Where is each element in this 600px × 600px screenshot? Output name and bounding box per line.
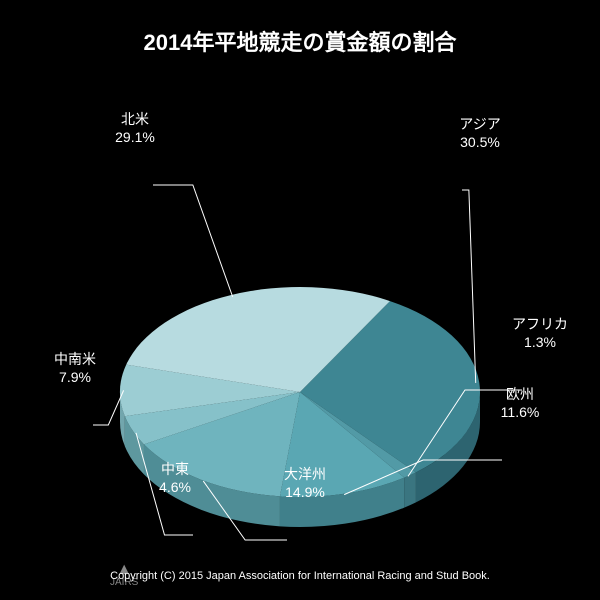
slice-percent: 11.6% [480, 403, 560, 421]
slice-name: アフリカ [500, 315, 580, 333]
slice-label: アフリカ1.3% [500, 315, 580, 351]
slice-name: 北米 [95, 110, 175, 128]
slice-name: 中南米 [35, 350, 115, 368]
leader-line [153, 185, 233, 297]
slice-label: 大洋州14.9% [265, 465, 345, 501]
slice-label: 中東4.6% [135, 460, 215, 496]
chart-title: 2014年平地競走の賞金額の割合 [0, 0, 600, 57]
slice-percent: 1.3% [500, 333, 580, 351]
slice-label: 北米29.1% [95, 110, 175, 146]
slice-percent: 29.1% [95, 128, 175, 146]
slice-name: 欧州 [480, 385, 560, 403]
pie-side [404, 472, 416, 507]
slice-percent: 30.5% [440, 133, 520, 151]
slice-percent: 14.9% [265, 483, 345, 501]
slice-name: 中東 [135, 460, 215, 478]
slice-label: 中南米7.9% [35, 350, 115, 386]
slice-percent: 7.9% [35, 368, 115, 386]
slice-label: アジア30.5% [440, 115, 520, 151]
slice-name: アジア [440, 115, 520, 133]
slice-percent: 4.6% [135, 478, 215, 496]
slice-name: 大洋州 [265, 465, 345, 483]
chart-container: 2014年平地競走の賞金額の割合 アジア30.5% アフリカ1.3% 欧州11.6%… [0, 0, 600, 600]
slice-label: 欧州11.6% [480, 385, 560, 421]
leader-line [93, 390, 124, 425]
copyright: Copyright (C) 2015 Japan Association for… [0, 570, 600, 582]
